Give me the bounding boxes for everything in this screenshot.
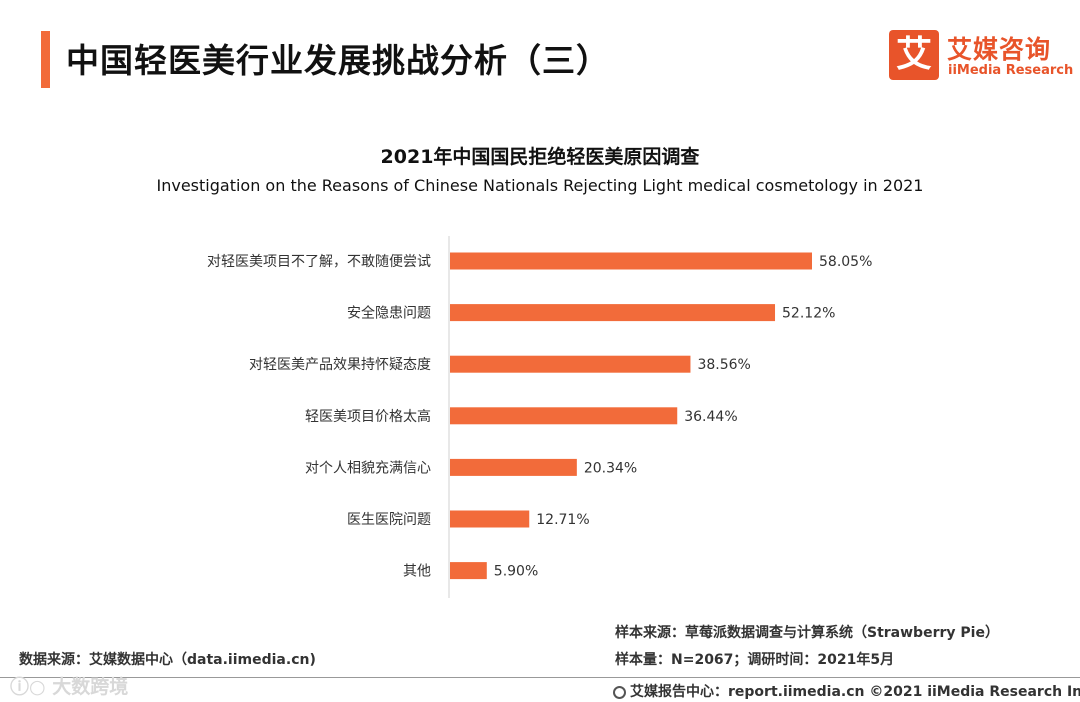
category-label: 对轻医美项目不了解，不敢随便尝试 <box>207 254 431 270</box>
sample-source: 样本来源：草莓派数据调查与计算系统（Strawberry Pie） <box>615 625 999 641</box>
bar <box>450 510 530 528</box>
category-label: 轻医美项目价格太高 <box>305 408 431 425</box>
category-label: 安全隐患问题 <box>347 305 431 322</box>
bar <box>450 407 678 425</box>
data-label: 12.71% <box>536 512 589 528</box>
logo-mark: 艾 <box>889 30 939 80</box>
data-label: 52.12% <box>782 306 835 322</box>
data-label: 58.05% <box>819 254 872 270</box>
logo-cn-text: 艾媒咨询 <box>947 35 1052 64</box>
title-accent-bar <box>41 31 50 88</box>
data-label: 20.34% <box>584 460 637 476</box>
category-label: 对个人相貌充满信心 <box>305 460 431 476</box>
chart-title: 2021年中国国民拒绝轻医美原因调查 <box>380 146 700 168</box>
bar <box>450 355 691 373</box>
footer-report-center: 艾媒报告中心：report.iimedia.cn ©2021 iiMedia R… <box>613 681 1080 701</box>
report-center-text: 艾媒报告中心：report.iimedia.cn ©2021 iiMedia R… <box>630 684 1080 700</box>
watermark: ⓘ○ 大数跨境 <box>10 676 129 698</box>
bar <box>450 304 776 322</box>
category-label: 对轻医美产品效果持怀疑态度 <box>249 357 431 373</box>
globe-icon <box>613 686 626 699</box>
data-label: 36.44% <box>684 409 737 425</box>
page-title: 中国轻医美行业发展挑战分析（三） <box>66 41 610 80</box>
logo-en-text: iiMedia Research <box>948 63 1074 78</box>
bar <box>450 458 577 476</box>
category-label: 医生医院问题 <box>347 512 431 528</box>
footer-divider <box>0 677 1080 678</box>
data-source: 数据来源：艾媒数据中心（data.iimedia.cn) <box>19 652 316 668</box>
category-label: 其他 <box>403 564 431 580</box>
data-label: 38.56% <box>697 357 750 373</box>
chart-subtitle: Investigation on the Reasons of Chinese … <box>156 176 924 195</box>
bar <box>450 252 812 270</box>
data-label: 5.90% <box>494 564 538 580</box>
bar <box>450 562 487 580</box>
iimedia-logo: 艾 艾媒咨询 iiMedia Research <box>889 30 1073 82</box>
sample-info: 样本量：N=2067；调研时间：2021年5月 <box>615 652 895 668</box>
